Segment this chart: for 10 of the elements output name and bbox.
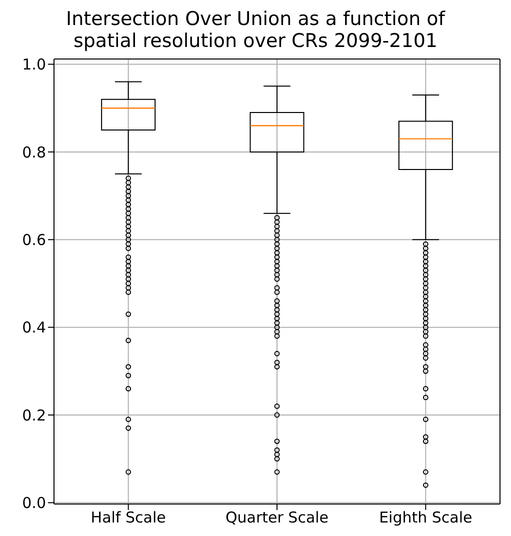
x-tick-label: Quarter Scale — [225, 508, 329, 527]
x-tick-label: Eighth Scale — [379, 508, 472, 527]
y-tick-label: 0.0 — [22, 494, 46, 512]
y-tick-label: 0.8 — [22, 143, 46, 162]
y-tick-label: 0.6 — [22, 230, 46, 249]
x-tick-label: Half Scale — [90, 508, 166, 527]
y-tick-label: 0.2 — [22, 406, 46, 424]
chart-title: Intersection Over Union as a function of spatial resolution over CRs 2099-2101 — [65, 8, 446, 52]
y-tick-label: 0.4 — [22, 318, 46, 337]
y-tick-label: 1.0 — [22, 56, 46, 74]
